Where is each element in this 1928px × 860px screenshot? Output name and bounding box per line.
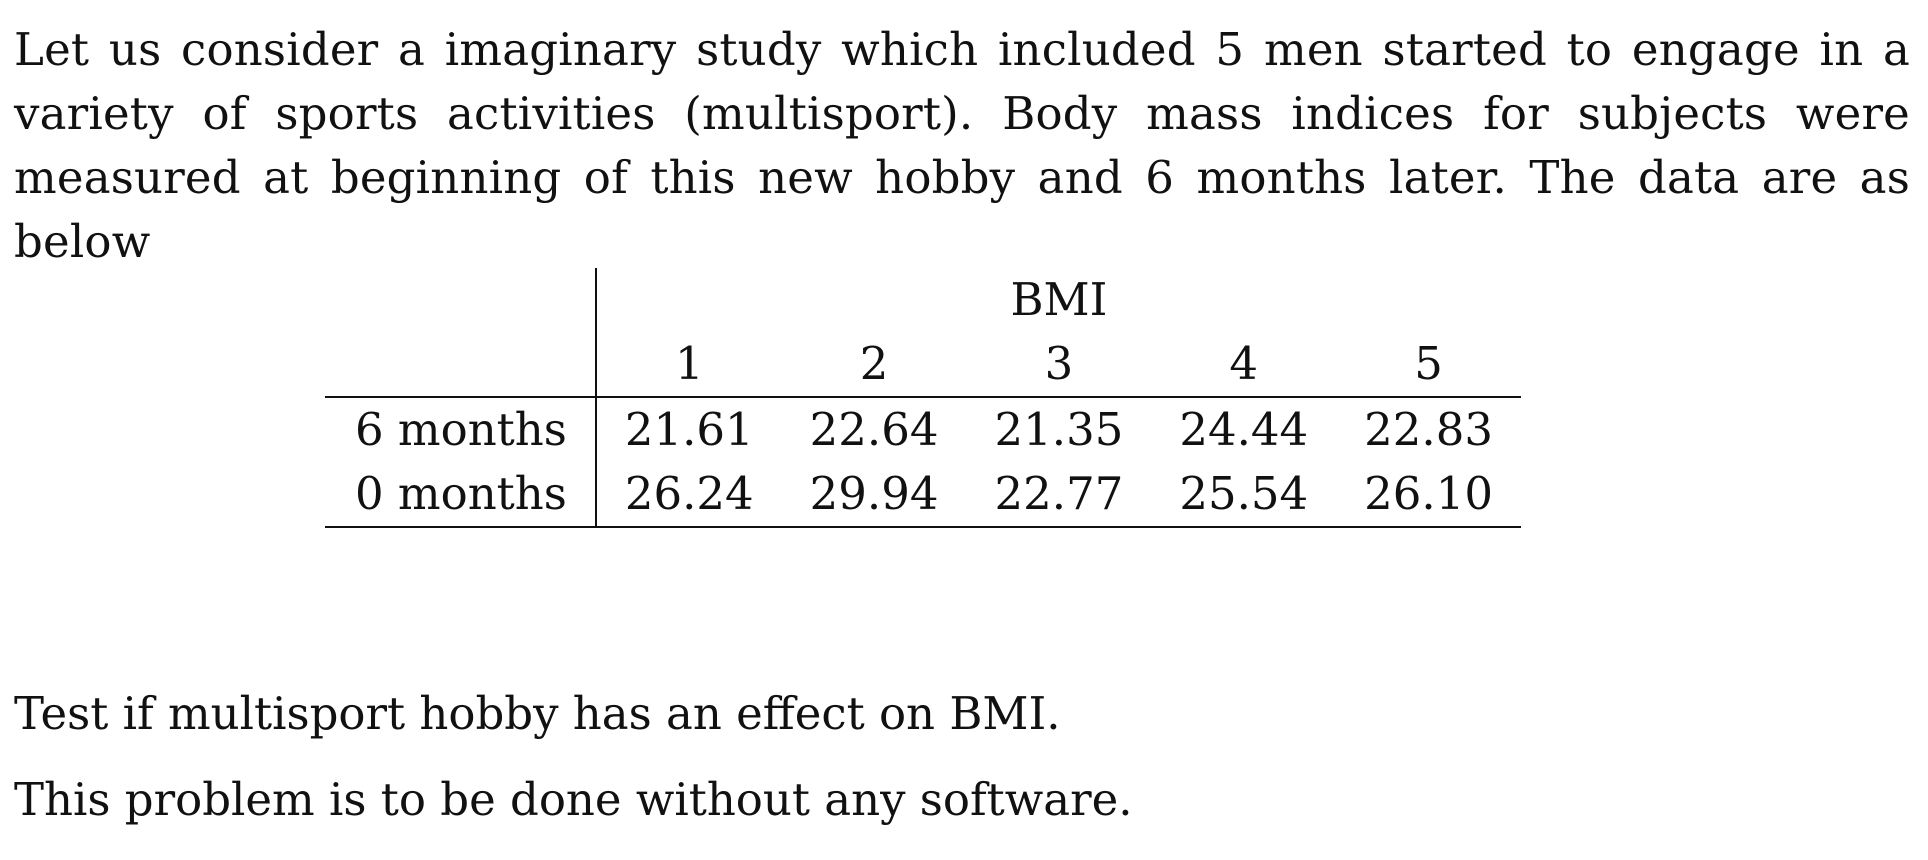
row-label: 0 months: [325, 462, 597, 528]
bmi-table-container: BMI 1 2 3 4 5 6 months 21.61 22.64 21.35…: [325, 268, 1521, 528]
column-header-row: 1 2 3 4 5: [325, 332, 1521, 397]
table-cell: 22.77: [966, 462, 1152, 528]
table-cell: 26.24: [595, 462, 782, 528]
column-header: 4: [1229, 337, 1259, 390]
bmi-table: BMI 1 2 3 4 5 6 months 21.61 22.64 21.35…: [325, 268, 1521, 528]
column-header: 2: [859, 337, 889, 390]
table-row: 0 months 26.24 29.94 22.77 25.54 26.10: [325, 462, 1521, 528]
table-cell: 21.35: [966, 396, 1152, 462]
table-cell: 24.44: [1151, 396, 1337, 462]
row-label: 6 months: [325, 396, 597, 462]
table-corner-cell: [325, 268, 597, 332]
bmi-group-header: BMI: [1010, 273, 1108, 326]
column-header: 5: [1414, 337, 1443, 390]
table-corner-cell: [325, 332, 597, 397]
table-cell: 22.83: [1336, 396, 1521, 462]
table-cell: 21.61: [595, 396, 782, 462]
table-cell: 25.54: [1151, 462, 1337, 528]
table-row: 6 months 21.61 22.64 21.35 24.44 22.83: [325, 396, 1521, 462]
table-cell: 22.64: [781, 396, 967, 462]
question-text: Test if multisport hobby has an effect o…: [14, 687, 1061, 740]
column-header: 3: [1044, 337, 1074, 390]
column-header: 1: [674, 337, 704, 390]
table-cell: 29.94: [781, 462, 967, 528]
table-cell: 26.10: [1336, 462, 1521, 528]
intro-paragraph: Let us consider a imaginary study which …: [14, 23, 1910, 268]
group-header-row: BMI: [325, 268, 1521, 332]
instruction-text: This problem is to be done without any s…: [14, 773, 1133, 826]
